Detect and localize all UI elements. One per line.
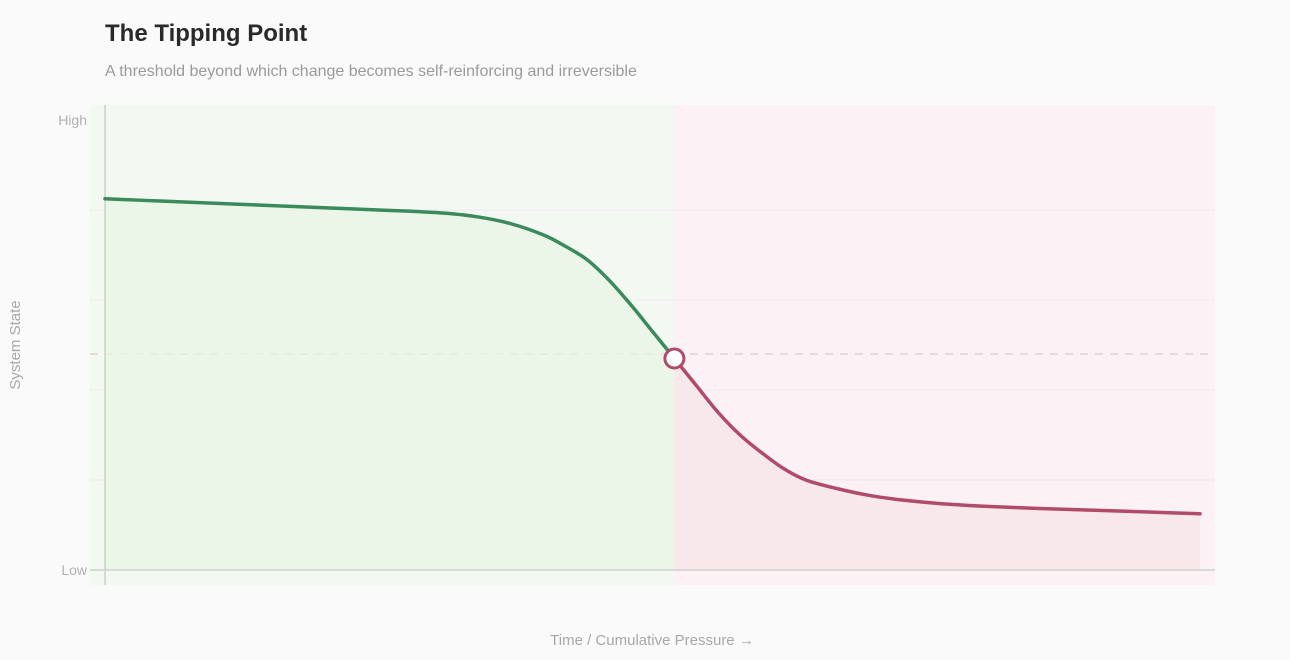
collapsed-series-line	[672, 356, 1202, 516]
stable-series-line	[103, 197, 677, 361]
chart-title: The Tipping Point	[105, 20, 308, 47]
y-axis-title: System State	[7, 300, 24, 389]
stable-area-fill	[105, 198, 675, 571]
tipping-point-marker	[663, 347, 686, 370]
x-axis-title: Time / Cumulative Pressure →	[550, 632, 754, 649]
y-tick-label-high: High	[58, 112, 87, 128]
y-tick-label-low: Low	[61, 562, 88, 578]
collapsed-area-fill	[674, 358, 1200, 570]
chart-subtitle: A threshold beyond which change becomes …	[105, 63, 637, 80]
